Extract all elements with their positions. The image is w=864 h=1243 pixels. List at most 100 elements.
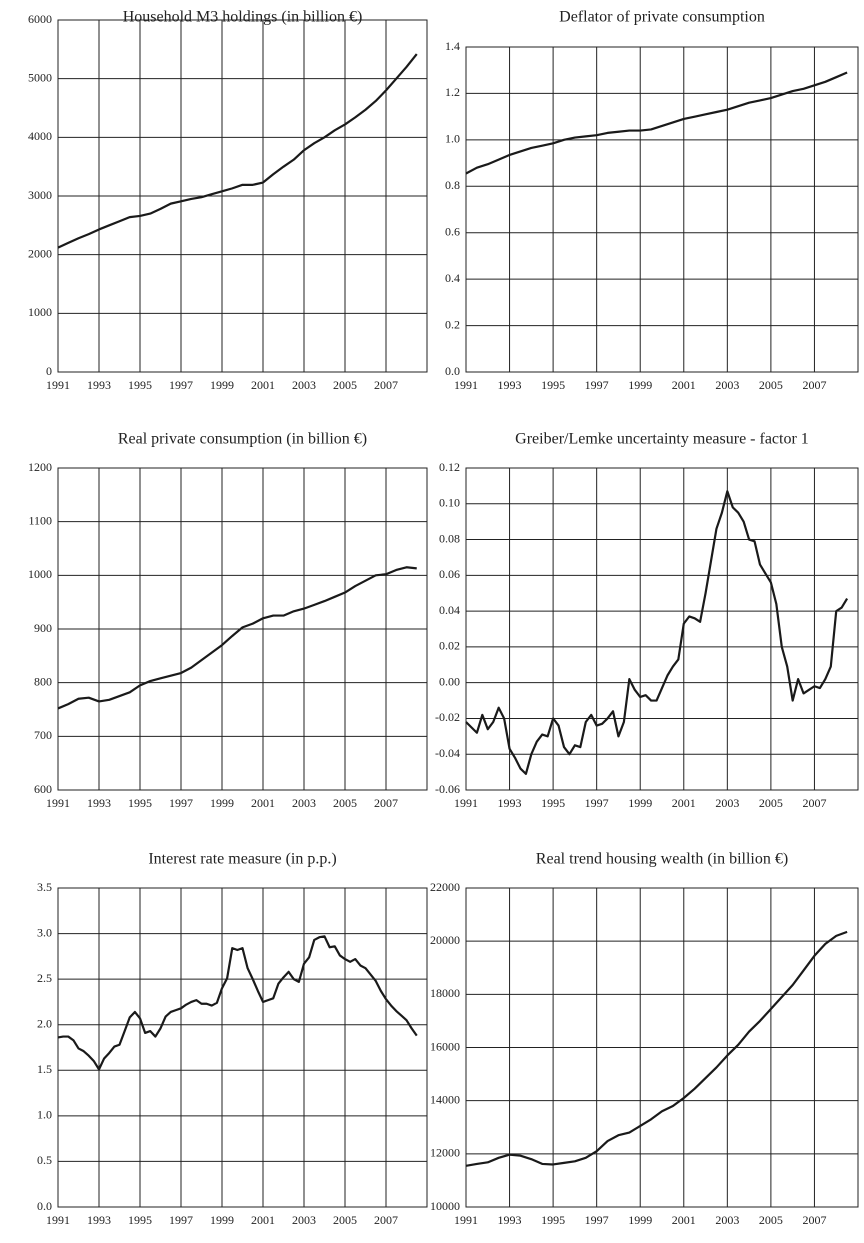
- y-tick-label: 0.6: [445, 224, 460, 238]
- x-tick-label: 1993: [87, 378, 111, 392]
- y-tick-label: -0.06: [435, 782, 460, 796]
- x-tick-label: 2003: [715, 1213, 739, 1227]
- x-tick-label: 1999: [628, 1213, 652, 1227]
- data-line: [465, 490, 849, 775]
- x-tick-label: 2001: [251, 1213, 275, 1227]
- y-tick-label: 0.04: [439, 603, 460, 617]
- x-tick-label: 1999: [210, 1213, 234, 1227]
- y-tick-label: 0.2: [445, 317, 460, 331]
- x-tick-label: 1999: [628, 378, 652, 392]
- y-tick-label: 1100: [28, 513, 52, 527]
- x-tick-label: 1995: [128, 378, 152, 392]
- x-tick-label: 1997: [169, 1213, 193, 1227]
- x-tick-label: 1999: [628, 796, 652, 810]
- y-tick-label: 0.8: [445, 178, 460, 192]
- y-tick-label: 1.2: [445, 85, 460, 99]
- y-tick-label: 900: [34, 621, 52, 635]
- y-tick-label: 0.12: [439, 460, 460, 474]
- y-tick-label: 0.06: [439, 567, 460, 581]
- x-tick-label: 1999: [210, 796, 234, 810]
- y-tick-label: 0.4: [445, 271, 460, 285]
- x-tick-label: 2005: [759, 796, 783, 810]
- x-tick-label: 2003: [292, 1213, 316, 1227]
- y-tick-label: 600: [34, 782, 52, 796]
- y-tick-label: 20000: [430, 933, 460, 947]
- y-tick-label: 0.08: [439, 531, 460, 545]
- y-tick-label: 22000: [430, 880, 460, 894]
- x-tick-label: 1991: [46, 378, 70, 392]
- x-tick-label: 2005: [759, 1213, 783, 1227]
- y-tick-label: 1.0: [445, 132, 460, 146]
- plot-frame: [465, 46, 859, 373]
- x-tick-label: 1997: [585, 796, 609, 810]
- x-tick-label: 1991: [454, 378, 478, 392]
- x-tick-label: 2007: [374, 796, 398, 810]
- x-tick-label: 2001: [672, 796, 696, 810]
- x-tick-label: 1997: [585, 1213, 609, 1227]
- plot-frame: [57, 887, 428, 1208]
- x-tick-label: 1991: [46, 1213, 70, 1227]
- y-tick-label: -0.02: [435, 710, 460, 724]
- y-tick-label: 1.0: [37, 1108, 52, 1122]
- y-tick-label: 5000: [28, 70, 52, 84]
- y-tick-label: 1000: [28, 305, 52, 319]
- x-tick-label: 1999: [210, 378, 234, 392]
- y-tick-label: 3000: [28, 188, 52, 202]
- y-tick-label: 4000: [28, 129, 52, 143]
- x-tick-label: 1991: [454, 796, 478, 810]
- x-tick-label: 1995: [541, 378, 565, 392]
- plot-frame: [465, 467, 859, 791]
- x-tick-label: 1997: [169, 378, 193, 392]
- y-tick-label: 800: [34, 674, 52, 688]
- x-tick-label: 2003: [292, 796, 316, 810]
- x-tick-label: 1995: [541, 1213, 565, 1227]
- x-tick-label: 1991: [46, 796, 70, 810]
- y-tick-label: 0.00: [439, 674, 460, 688]
- y-tick-label: 6000: [28, 12, 52, 26]
- chart-title: Deflator of private consumption: [559, 9, 765, 26]
- y-tick-label: 16000: [430, 1039, 460, 1053]
- y-tick-label: 0.5: [37, 1153, 52, 1167]
- y-tick-label: 0.0: [37, 1199, 52, 1213]
- y-tick-label: 2000: [28, 246, 52, 260]
- y-tick-label: 10000: [430, 1199, 460, 1213]
- y-tick-label: 1.4: [445, 39, 460, 53]
- x-tick-label: 1993: [87, 796, 111, 810]
- y-tick-label: 14000: [430, 1092, 460, 1106]
- x-tick-label: 2007: [374, 1213, 398, 1227]
- x-tick-label: 2005: [333, 796, 357, 810]
- y-tick-label: 0.10: [439, 496, 460, 510]
- x-tick-label: 2007: [374, 378, 398, 392]
- x-tick-label: 2005: [333, 1213, 357, 1227]
- chart-title: Household M3 holdings (in billion €): [123, 9, 363, 26]
- data-line: [465, 71, 848, 175]
- x-tick-label: 1995: [128, 796, 152, 810]
- x-tick-label: 1991: [454, 1213, 478, 1227]
- x-tick-label: 2001: [672, 1213, 696, 1227]
- x-tick-label: 2003: [292, 378, 316, 392]
- plot-frame: [57, 19, 428, 373]
- x-tick-label: 2003: [715, 796, 739, 810]
- y-tick-label: -0.04: [435, 746, 460, 760]
- x-tick-label: 2007: [802, 796, 826, 810]
- data-line: [57, 935, 418, 1071]
- data-line: [57, 566, 417, 710]
- y-tick-label: 18000: [430, 986, 460, 1000]
- x-tick-label: 1993: [87, 1213, 111, 1227]
- chart-title: Greiber/Lemke uncertainty measure - fact…: [515, 431, 809, 448]
- y-tick-label: 12000: [430, 1146, 460, 1160]
- plot-frame: [57, 467, 428, 791]
- data-line: [57, 53, 418, 249]
- x-tick-label: 2007: [802, 378, 826, 392]
- y-tick-label: 3.5: [37, 880, 52, 894]
- x-tick-label: 2005: [759, 378, 783, 392]
- x-tick-label: 2001: [672, 378, 696, 392]
- y-tick-label: 2.5: [37, 971, 52, 985]
- x-tick-label: 2001: [251, 796, 275, 810]
- x-tick-label: 2005: [333, 378, 357, 392]
- x-tick-label: 1997: [585, 378, 609, 392]
- x-tick-label: 1993: [498, 378, 522, 392]
- x-tick-label: 1995: [541, 796, 565, 810]
- chart-title: Real trend housing wealth (in billion €): [536, 851, 788, 868]
- y-tick-label: 0.0: [445, 364, 460, 378]
